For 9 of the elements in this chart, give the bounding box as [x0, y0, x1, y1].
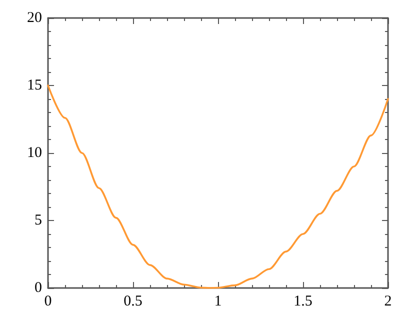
y-tick-label: 5 [34, 212, 42, 228]
x-tick-label: 1.5 [294, 294, 312, 310]
y-tick-label: 10 [27, 145, 42, 161]
y-tick-label: 15 [27, 78, 42, 94]
y-tick-label: 0 [34, 280, 42, 296]
x-tick-label: 0.5 [124, 294, 142, 310]
y-tick-label: 20 [27, 10, 42, 26]
x-tick-label: 1 [214, 294, 222, 310]
x-tick-label: 2 [384, 294, 392, 310]
